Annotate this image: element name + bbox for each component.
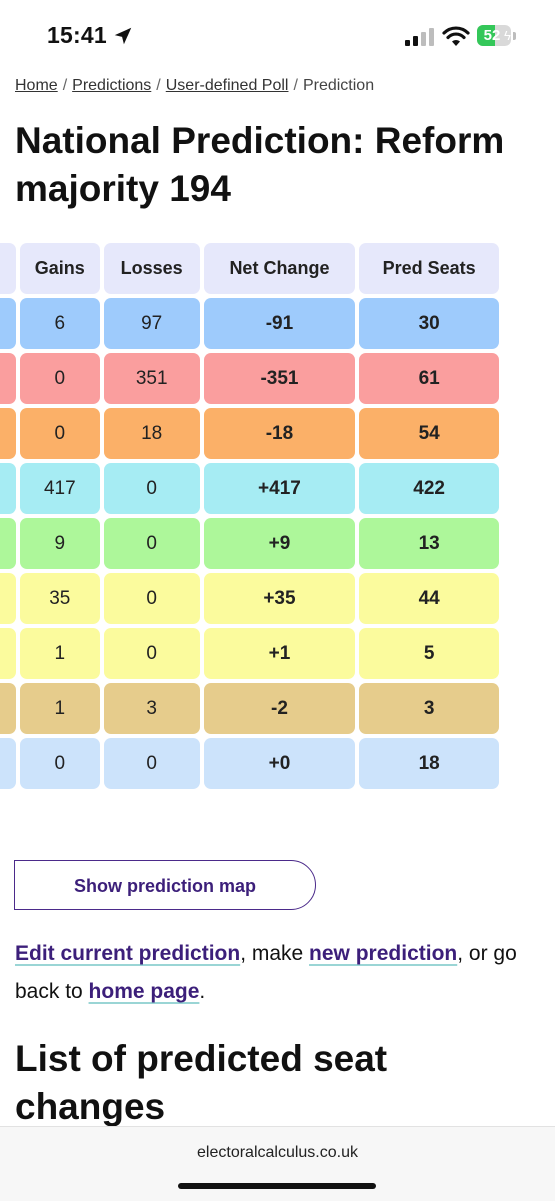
- edit-current-prediction-link[interactable]: Edit current prediction: [15, 942, 241, 965]
- seats-cell: [0, 353, 16, 404]
- losses-cell: 97: [103, 298, 200, 349]
- status-bar: 15:41 52 ϟ: [0, 0, 555, 72]
- losses-cell: 0: [103, 628, 200, 679]
- column-header-pred-seats: Pred Seats: [359, 243, 499, 294]
- url-text[interactable]: electoralcalculus.co.uk: [197, 1144, 358, 1161]
- pred-seats-cell: 3: [359, 683, 499, 734]
- table-header-row: es Gains Losses Net Change Pred Seats: [0, 243, 499, 294]
- table-row: 417 0 +417 422: [0, 463, 499, 514]
- breadcrumb-separator: /: [293, 77, 298, 94]
- seats-cell: [0, 463, 16, 514]
- show-prediction-map-button[interactable]: Show prediction map: [14, 860, 316, 910]
- breadcrumb: Home / Predictions / User-defined Poll / Predi…: [15, 77, 374, 95]
- net-change-cell: +417: [203, 463, 356, 514]
- table-row: 9 0 +9 13: [0, 518, 499, 569]
- pred-seats-cell: 18: [359, 738, 499, 789]
- losses-cell: 0: [103, 518, 200, 569]
- table-row: 35 0 +35 44: [0, 573, 499, 624]
- pred-seats-cell: 5: [359, 628, 499, 679]
- seats-table: es Gains Losses Net Change Pred Seats 6 …: [0, 239, 503, 793]
- breadcrumb-predictions-link[interactable]: Predictions: [72, 77, 152, 94]
- home-indicator: [178, 1183, 376, 1189]
- new-prediction-link[interactable]: new prediction: [309, 942, 458, 965]
- breadcrumb-separator: /: [62, 77, 68, 94]
- gains-cell: 1: [19, 628, 100, 679]
- battery-indicator: 52 ϟ: [477, 25, 517, 47]
- table-row: 1 0 +1 5: [0, 628, 499, 679]
- home-page-link[interactable]: home page: [88, 980, 200, 1003]
- seats-cell: [0, 298, 16, 349]
- table-body: 6 97 -91 30 0 351 -351 61 0 18 -18 54: [0, 298, 499, 789]
- column-header-net-change: Net Change: [203, 243, 356, 294]
- navigation-links-paragraph: Edit current prediction, make new predic…: [15, 935, 545, 1011]
- wifi-icon: [442, 26, 470, 46]
- seats-table-scroll[interactable]: es Gains Losses Net Change Pred Seats 6 …: [0, 239, 555, 823]
- charging-bolt-icon: ϟ: [504, 28, 511, 43]
- links-text-2: , or go back to: [15, 942, 517, 1003]
- losses-cell: 0: [103, 463, 200, 514]
- gains-cell: 9: [19, 518, 100, 569]
- seats-cell: [0, 738, 16, 789]
- column-header-gains: Gains: [19, 243, 100, 294]
- pred-seats-cell: 13: [359, 518, 499, 569]
- cellular-signal-icon: [405, 28, 434, 46]
- gains-cell: 0: [19, 408, 100, 459]
- seats-cell: [0, 518, 16, 569]
- seats-cell: [0, 573, 16, 624]
- location-arrow-icon: [114, 27, 132, 45]
- pred-seats-cell: 30: [359, 298, 499, 349]
- table-row: 1 3 -2 3: [0, 683, 499, 734]
- net-change-cell: -91: [203, 298, 356, 349]
- battery-fill: [477, 25, 495, 46]
- gains-cell: 1: [19, 683, 100, 734]
- gains-cell: 417: [19, 463, 100, 514]
- gains-cell: 6: [19, 298, 100, 349]
- table-row: 0 18 -18 54: [0, 408, 499, 459]
- battery-cap: [513, 32, 516, 40]
- breadcrumb-current: Prediction: [302, 77, 375, 94]
- net-change-cell: +35: [203, 573, 356, 624]
- links-text-1: , make: [240, 942, 310, 965]
- breadcrumb-user-defined-poll-link[interactable]: User-defined Poll: [165, 77, 289, 94]
- seats-cell: [0, 683, 16, 734]
- battery-body: 52 ϟ: [477, 25, 511, 46]
- net-change-cell: +9: [203, 518, 356, 569]
- seats-cell: [0, 408, 16, 459]
- status-time: 15:41: [47, 22, 107, 48]
- losses-cell: 0: [103, 738, 200, 789]
- breadcrumb-home-link[interactable]: Home: [15, 77, 58, 94]
- pred-seats-cell: 54: [359, 408, 499, 459]
- browser-address-bar[interactable]: electoralcalculus.co.uk: [0, 1126, 555, 1201]
- seats-cell: [0, 628, 16, 679]
- links-text-3: .: [199, 980, 206, 1003]
- table-row: 0 351 -351 61: [0, 353, 499, 404]
- gains-cell: 0: [19, 738, 100, 789]
- gains-cell: 35: [19, 573, 100, 624]
- net-change-cell: -351: [203, 353, 356, 404]
- losses-cell: 0: [103, 573, 200, 624]
- losses-cell: 3: [103, 683, 200, 734]
- losses-cell: 18: [103, 408, 200, 459]
- section-heading-seat-changes: List of predicted seat changes: [15, 1038, 388, 1127]
- pred-seats-cell: 61: [359, 353, 499, 404]
- net-change-cell: +0: [203, 738, 356, 789]
- gains-cell: 0: [19, 353, 100, 404]
- column-header-seats: es: [0, 243, 16, 294]
- pred-seats-cell: 44: [359, 573, 499, 624]
- page-title: National Prediction: Reform majority 194: [15, 120, 505, 209]
- net-change-cell: -18: [203, 408, 356, 459]
- table-row: 6 97 -91 30: [0, 298, 499, 349]
- net-change-cell: +1: [203, 628, 356, 679]
- table-row: 0 0 +0 18: [0, 738, 499, 789]
- battery-level: 52: [483, 27, 501, 44]
- pred-seats-cell: 422: [359, 463, 499, 514]
- losses-cell: 351: [103, 353, 200, 404]
- net-change-cell: -2: [203, 683, 356, 734]
- breadcrumb-separator: /: [156, 77, 161, 94]
- column-header-losses: Losses: [103, 243, 200, 294]
